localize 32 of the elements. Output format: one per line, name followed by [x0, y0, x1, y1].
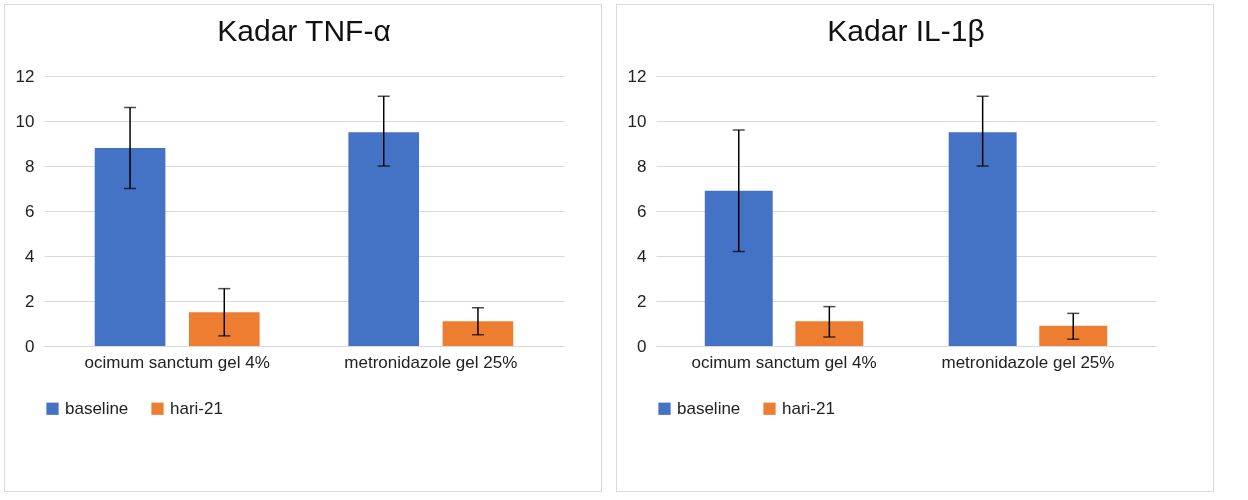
y-tick-label: 10 [15, 111, 35, 131]
bar [348, 132, 420, 346]
x-tick-label: ocimum sanctum gel 4% [84, 352, 270, 372]
x-tick-label: metronidazole gel 25% [941, 352, 1115, 372]
bar [948, 132, 1017, 346]
chart-title: Kadar IL-1β [827, 14, 985, 47]
legend-label: hari-21 [782, 398, 835, 418]
bar [188, 312, 260, 346]
x-tick-label: ocimum sanctum gel 4% [691, 352, 877, 372]
y-tick-label: 12 [15, 66, 35, 86]
y-tick-label: 0 [637, 336, 647, 356]
y-tick-label: 4 [25, 246, 35, 266]
bar [442, 321, 514, 346]
legend-label: baseline [677, 398, 741, 418]
bar [1039, 325, 1108, 346]
bar [704, 190, 773, 346]
bar [94, 148, 166, 346]
y-tick-label: 12 [627, 66, 647, 86]
y-tick-label: 6 [637, 201, 647, 221]
y-tick-label: 0 [25, 336, 35, 356]
y-tick-label: 8 [25, 156, 35, 176]
legend-label: baseline [65, 398, 129, 418]
x-tick-label: metronidazole gel 25% [344, 352, 518, 372]
y-tick-label: 2 [25, 291, 35, 311]
y-tick-label: 10 [627, 111, 647, 131]
y-tick-label: 6 [25, 201, 35, 221]
y-tick-label: 8 [637, 156, 647, 176]
y-tick-label: 4 [637, 246, 647, 266]
bar [795, 321, 864, 346]
chart-title: Kadar TNF-α [217, 14, 391, 47]
y-tick-label: 2 [637, 291, 647, 311]
legend-label: hari-21 [170, 398, 223, 418]
